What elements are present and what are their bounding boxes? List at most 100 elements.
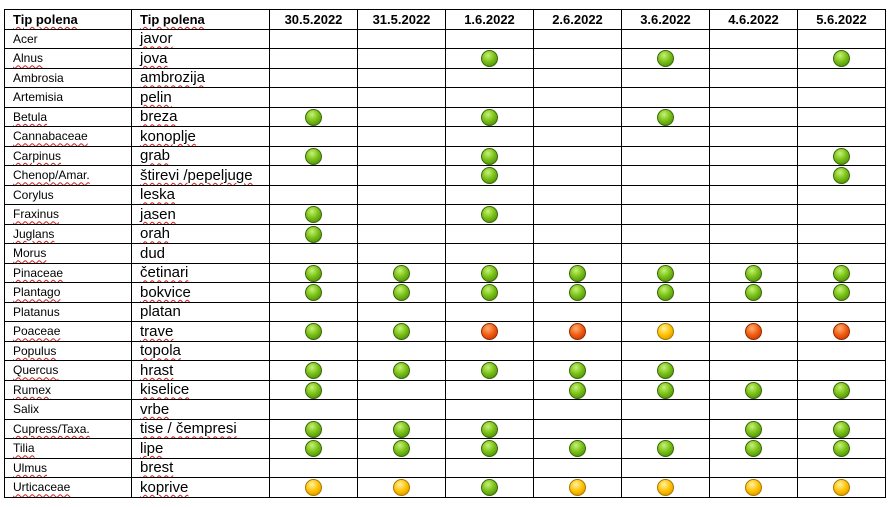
pollen-latin-name: Urticaceae bbox=[4, 477, 132, 498]
table-row: Platanus platan bbox=[4, 301, 886, 322]
pollen-local-name: brest bbox=[131, 457, 270, 478]
level-cell bbox=[797, 126, 886, 147]
latin-name-text: Betula bbox=[13, 109, 48, 124]
table-row: Quercus hrast bbox=[4, 360, 886, 381]
level-low-dot-icon bbox=[305, 362, 322, 380]
local-name-text: jova bbox=[140, 49, 168, 67]
pollen-local-name: pelin bbox=[131, 87, 270, 108]
pollen-local-name: koprive bbox=[131, 477, 270, 498]
pollen-latin-name: Ulmus bbox=[4, 457, 132, 478]
latin-name-text: Urticaceae bbox=[13, 480, 71, 495]
level-cell bbox=[357, 28, 446, 49]
header-date: 5.6.2022 bbox=[797, 9, 886, 30]
level-low-dot-icon bbox=[305, 225, 322, 243]
latin-name-text: Poaceae bbox=[13, 324, 61, 339]
level-cell bbox=[709, 28, 798, 49]
table-body: Acer javor Alnus jova Ambrosia ambrozija Artem… bbox=[4, 28, 886, 498]
level-low-dot-icon bbox=[393, 284, 410, 302]
level-cell bbox=[269, 262, 358, 283]
pollen-latin-name: Acer bbox=[4, 28, 132, 49]
pollen-latin-name: Poaceae bbox=[4, 321, 132, 342]
table-row: Urticaceae koprive bbox=[4, 477, 886, 498]
local-name-text: topola bbox=[140, 342, 181, 360]
level-low-dot-icon bbox=[481, 108, 498, 126]
level-low-dot-icon bbox=[305, 440, 322, 458]
level-cell bbox=[709, 418, 798, 439]
local-name-text: konoplje bbox=[140, 127, 196, 145]
local-name-text: breza bbox=[140, 108, 178, 126]
level-cell bbox=[797, 438, 886, 459]
level-cell bbox=[621, 48, 710, 69]
latin-name-text: Corylus bbox=[13, 187, 54, 202]
level-low-dot-icon bbox=[481, 167, 498, 185]
level-cell bbox=[709, 223, 798, 244]
table-row: Salix vrbe bbox=[4, 399, 886, 420]
level-cell bbox=[269, 360, 358, 381]
level-cell bbox=[709, 340, 798, 361]
level-cell bbox=[797, 106, 886, 127]
level-cell bbox=[797, 457, 886, 478]
level-low-dot-icon bbox=[481, 440, 498, 458]
level-cell bbox=[269, 301, 358, 322]
level-cell bbox=[709, 399, 798, 420]
level-moderate-dot-icon bbox=[657, 323, 674, 341]
pollen-latin-name: Tilia bbox=[4, 438, 132, 459]
local-name-text: platan bbox=[140, 303, 181, 321]
table-row: Chenop/Amar. štirevi /pepeljuge bbox=[4, 165, 886, 186]
table-row: Ulmus brest bbox=[4, 457, 886, 478]
local-name-text: leska bbox=[140, 186, 176, 204]
level-cell bbox=[797, 399, 886, 420]
level-low-dot-icon bbox=[305, 264, 322, 282]
local-name-text: četinari bbox=[140, 264, 189, 282]
level-cell bbox=[445, 399, 534, 420]
header-latin: Tip polena bbox=[4, 9, 132, 30]
header-date: 30.5.2022 bbox=[269, 9, 358, 30]
level-cell bbox=[445, 477, 534, 498]
level-cell bbox=[357, 126, 446, 147]
level-cell bbox=[445, 223, 534, 244]
level-cell bbox=[445, 301, 534, 322]
level-cell bbox=[533, 106, 622, 127]
latin-name-text: Fraxinus bbox=[13, 207, 60, 222]
latin-name-text: Cannabaceae bbox=[13, 129, 88, 144]
level-cell bbox=[533, 67, 622, 88]
level-cell bbox=[269, 340, 358, 361]
level-cell bbox=[357, 340, 446, 361]
level-low-dot-icon bbox=[393, 440, 410, 458]
level-cell bbox=[709, 145, 798, 166]
level-low-dot-icon bbox=[745, 264, 762, 282]
latin-name-text: Acer bbox=[13, 31, 38, 46]
level-cell bbox=[445, 145, 534, 166]
pollen-local-name: konoplje bbox=[131, 126, 270, 147]
pollen-latin-name: Corylus bbox=[4, 184, 132, 205]
level-low-dot-icon bbox=[481, 479, 498, 497]
level-cell bbox=[357, 106, 446, 127]
level-cell bbox=[357, 418, 446, 439]
table-row: Populus topola bbox=[4, 340, 886, 361]
level-cell bbox=[533, 379, 622, 400]
level-cell bbox=[797, 87, 886, 108]
level-low-dot-icon bbox=[393, 362, 410, 380]
level-cell bbox=[445, 126, 534, 147]
local-name-text: brest bbox=[140, 459, 174, 477]
pollen-local-name: platan bbox=[131, 301, 270, 322]
level-cell bbox=[269, 145, 358, 166]
level-cell bbox=[269, 399, 358, 420]
pollen-latin-name: Carpinus bbox=[4, 145, 132, 166]
level-cell bbox=[797, 243, 886, 264]
level-cell bbox=[269, 106, 358, 127]
level-low-dot-icon bbox=[833, 284, 850, 302]
level-low-dot-icon bbox=[833, 147, 850, 165]
pollen-local-name: vrbe bbox=[131, 399, 270, 420]
local-name-text: trave bbox=[140, 322, 174, 340]
table-row: Corylus leska bbox=[4, 184, 886, 205]
level-low-dot-icon bbox=[305, 108, 322, 126]
level-low-dot-icon bbox=[569, 381, 586, 399]
latin-name-text: Ambrosia bbox=[13, 70, 64, 85]
pollen-local-name: leska bbox=[131, 184, 270, 205]
level-low-dot-icon bbox=[745, 284, 762, 302]
level-cell bbox=[533, 282, 622, 303]
table-row: Acer javor bbox=[4, 28, 886, 49]
header-date: 4.6.2022 bbox=[709, 9, 798, 30]
table-row: Ambrosia ambrozija bbox=[4, 67, 886, 88]
